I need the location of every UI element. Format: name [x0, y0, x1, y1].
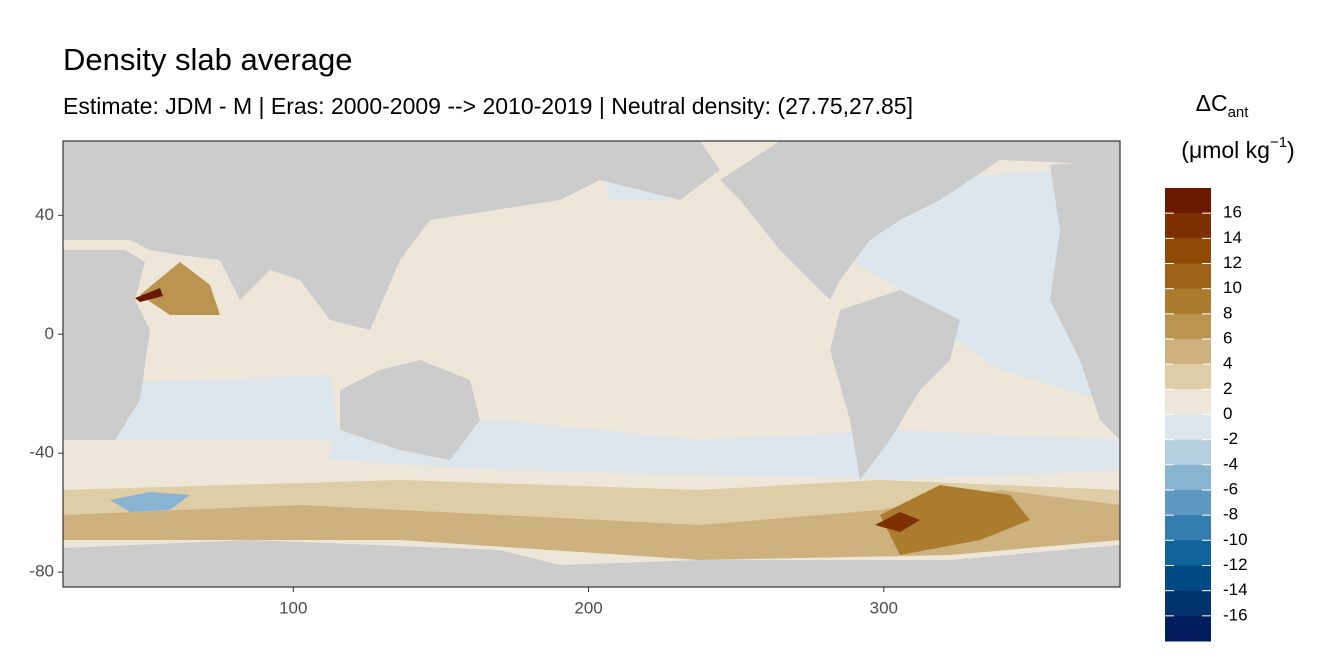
legend-swatch [1165, 464, 1211, 491]
legend-swatch [1165, 615, 1211, 642]
y-tick-label: -80 [29, 562, 54, 581]
x-tick-label: 200 [574, 598, 602, 617]
legend-swatch [1165, 339, 1211, 365]
legend-label: -16 [1223, 605, 1248, 624]
ocean-zone [820, 170, 1100, 400]
legend-label: 14 [1223, 228, 1242, 247]
y-tick-label: -40 [29, 443, 54, 462]
chart-title: Density slab average [63, 42, 353, 77]
panel-border [62, 140, 1121, 588]
x-tick-label: 100 [279, 598, 307, 617]
legend-title-main: ΔC [1196, 90, 1228, 116]
ocean-zone [140, 262, 220, 315]
legend-label: 6 [1223, 328, 1232, 347]
legend-label: -10 [1223, 530, 1248, 549]
legend-label: 0 [1223, 404, 1232, 423]
legend-label: 4 [1223, 354, 1232, 373]
legend-label: 16 [1223, 203, 1242, 222]
land [340, 360, 480, 460]
legend-swatch [1165, 263, 1211, 290]
legend-swatch [1165, 414, 1211, 441]
legend-label: -12 [1223, 555, 1248, 574]
land [63, 141, 720, 330]
legend-label: 2 [1223, 379, 1232, 398]
legend-swatch [1165, 313, 1211, 340]
legend-label: -14 [1223, 580, 1248, 599]
map [62, 140, 1121, 588]
land [720, 141, 1120, 300]
legend-swatch [1165, 389, 1211, 415]
y-tick-label: 0 [45, 324, 54, 343]
ocean-zone [330, 420, 1120, 480]
legend-swatch [1165, 540, 1211, 566]
ocean-zone [135, 288, 163, 302]
legend-swatch [1165, 515, 1211, 541]
legend-swatch [1165, 439, 1211, 466]
legend-swatch [1165, 213, 1211, 239]
legend-swatch [1165, 590, 1211, 617]
legend-swatch [1165, 188, 1211, 214]
legend-label: -6 [1223, 479, 1238, 498]
legend-label: -8 [1223, 505, 1238, 524]
ocean-zone [880, 485, 1030, 555]
chart-subtitle: Estimate: JDM - M | Eras: 2000-2009 --> … [63, 93, 913, 119]
legend-swatch [1165, 364, 1211, 390]
legend-label: 8 [1223, 303, 1232, 322]
legend-units-main: (μmol kg [1181, 137, 1270, 163]
legend-swatch [1165, 565, 1211, 592]
legend-swatch [1165, 288, 1211, 315]
legend-title: ΔCant [1196, 90, 1250, 121]
legend-units: (μmol kg−1) [1181, 134, 1294, 163]
legend-units-end: ) [1287, 137, 1295, 163]
land [830, 290, 960, 480]
ocean-zone [63, 490, 1120, 560]
legend-label: 10 [1223, 278, 1242, 297]
land [1050, 160, 1120, 440]
land [63, 250, 150, 440]
y-tick-label: 40 [35, 205, 54, 224]
legend-swatch [1165, 238, 1211, 264]
x-tick-label: 300 [870, 598, 898, 617]
ocean-zone [875, 512, 920, 532]
legend-label: -4 [1223, 454, 1238, 473]
legend-title-sub: ant [1228, 104, 1250, 121]
legend-swatch [1165, 490, 1211, 516]
land [63, 540, 1120, 587]
ocean-zone [110, 492, 190, 512]
legend-units-sup: −1 [1270, 134, 1287, 151]
legend-label: 12 [1223, 253, 1242, 272]
legend-label: -2 [1223, 429, 1238, 448]
